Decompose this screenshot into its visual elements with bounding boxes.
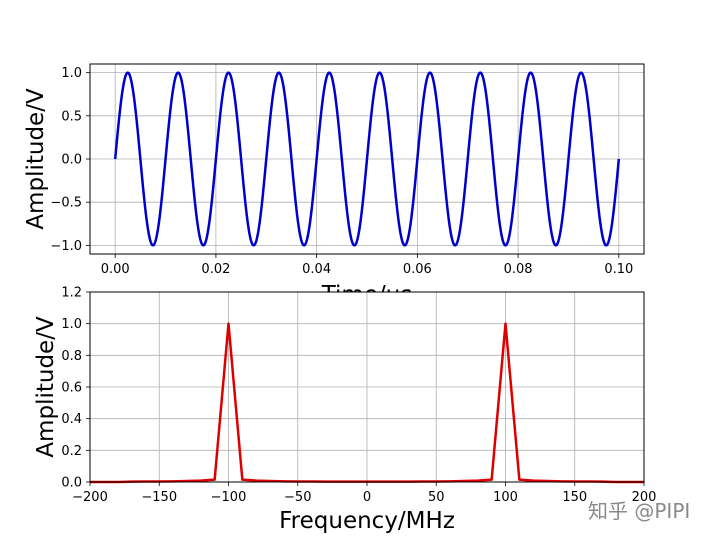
frequency-domain-y-tick-label: 1.0 <box>61 317 82 332</box>
time-domain-y-axis-label: Amplitude/V <box>23 88 49 230</box>
frequency-domain-x-tick-label: 0 <box>363 490 371 505</box>
frequency-domain-y-tick-label: 0.2 <box>61 444 82 459</box>
frequency-domain-y-tick-label: 0.8 <box>61 349 82 364</box>
time-domain-x-ticks: 0.00 0.02 0.04 0.06 0.08 0.10 <box>101 254 633 277</box>
frequency-domain-x-axis-label: Frequency/MHz <box>279 508 455 534</box>
frequency-domain-x-tick-label: 100 <box>493 490 518 505</box>
watermark: 知乎 @PIPI <box>588 499 690 523</box>
frequency-domain-y-tick-label: 0.0 <box>61 476 82 491</box>
frequency-domain-y-tick-label: 1.2 <box>61 286 82 301</box>
time-domain-y-tick-label: −0.5 <box>50 196 82 211</box>
time-domain-x-tick-label: 0.04 <box>302 262 331 277</box>
time-domain-y-tick-label: 1.0 <box>61 66 82 81</box>
time-domain-y-ticks: −1.0 −0.5 0.0 0.5 1.0 <box>50 66 90 254</box>
frequency-domain-y-ticks: 0.0 0.2 0.4 0.6 0.8 1.0 1.2 <box>61 286 90 491</box>
frequency-domain-x-tick-label: 200 <box>632 490 657 505</box>
time-domain-y-tick-label: 0.0 <box>61 153 82 168</box>
time-domain-x-tick-label: 0.00 <box>101 262 130 277</box>
time-domain-series-line <box>113 71 621 247</box>
frequency-domain-x-tick-label: 150 <box>562 490 587 505</box>
time-domain-x-tick-label: 0.06 <box>403 262 432 277</box>
frequency-domain-y-axis-label: Amplitude/V <box>33 316 59 458</box>
time-domain-series <box>113 71 621 247</box>
frequency-domain-x-tick-label: −150 <box>141 490 177 505</box>
time-domain-x-tick-label: 0.02 <box>201 262 230 277</box>
frequency-domain-y-tick-label: 0.6 <box>61 381 82 396</box>
frequency-domain-chart: −200 −150 −100 −50 0 50 100 150 200 0.0 0.2 0.4 0.6… <box>33 286 656 535</box>
time-domain-x-tick-label: 0.10 <box>604 262 633 277</box>
frequency-domain-x-tick-label: −200 <box>72 490 108 505</box>
frequency-domain-x-tick-label: −50 <box>284 490 311 505</box>
frequency-domain-x-ticks: −200 −150 −100 −50 0 50 100 150 200 <box>72 482 656 505</box>
time-domain-x-tick-label: 0.08 <box>504 262 533 277</box>
time-domain-chart: 0.00 0.02 0.04 0.06 0.08 0.10 −1.0 −0.5 0.0 0.5 1… <box>23 63 645 308</box>
frequency-domain-y-tick-label: 0.4 <box>61 412 82 427</box>
frequency-domain-x-tick-label: 50 <box>428 490 445 505</box>
time-domain-y-tick-label: 0.5 <box>61 109 82 124</box>
frequency-domain-x-tick-label: −100 <box>211 490 247 505</box>
time-domain-y-tick-label: −1.0 <box>50 239 82 254</box>
